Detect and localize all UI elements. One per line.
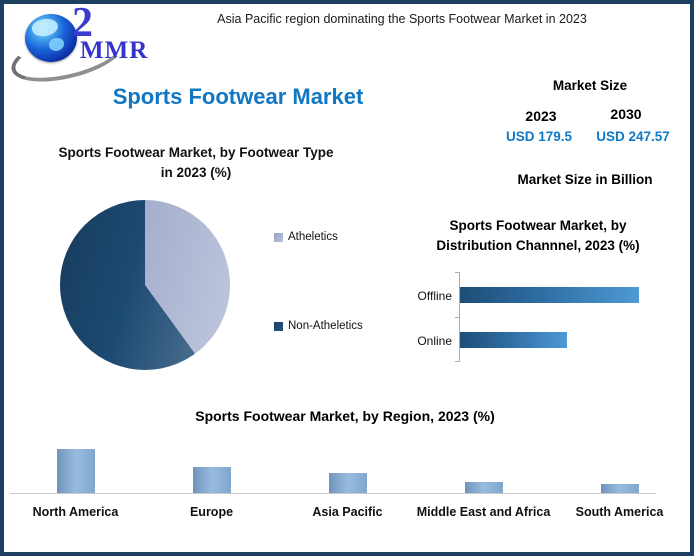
axis-tick xyxy=(455,361,460,362)
region-bar xyxy=(56,449,95,493)
legend-item-non-atheletics: Non-Atheletics xyxy=(274,320,363,332)
region-bar xyxy=(600,483,639,493)
legend-item-atheletics: Atheletics xyxy=(274,231,338,243)
region-label-north-america: North America xyxy=(32,505,119,519)
distribution-chart-title-line2: Distribution Channnel, 2023 (%) xyxy=(436,237,640,253)
region-label-middle-east-africa: Middle East and Africa xyxy=(416,505,551,519)
legend-label-non-atheletics: Non-Atheletics xyxy=(288,320,363,332)
region-chart-baseline xyxy=(10,493,656,494)
legend-label-atheletics: Atheletics xyxy=(288,231,338,243)
region-label-south-america: South America xyxy=(575,505,664,519)
globe-icon xyxy=(25,14,77,62)
bar-label-online: Online xyxy=(417,334,452,348)
page-title: Sports Footwear Market xyxy=(112,84,364,109)
banner-headline: Asia Pacific region dominating the Sport… xyxy=(217,12,587,26)
market-size-year-2023: 2023 xyxy=(525,108,557,124)
bar-label-offline: Offline xyxy=(417,289,452,303)
axis-tick xyxy=(455,272,460,273)
pie-chart-title-line1: Sports Footwear Market, by Footwear Type xyxy=(58,145,334,160)
market-size-value-2030: USD 247.57 xyxy=(596,129,670,144)
axis-tick xyxy=(455,317,460,318)
market-size-year-2030: 2030 xyxy=(610,106,642,122)
bar-online xyxy=(460,332,567,348)
region-label-europe: Europe xyxy=(189,505,234,519)
mmr-logo: 2 MMR xyxy=(6,2,150,92)
footwear-type-pie-chart xyxy=(60,200,230,370)
distribution-chart-title-line1: Sports Footwear Market, by xyxy=(449,218,627,233)
region-bar xyxy=(328,472,367,493)
region-bar xyxy=(464,481,503,493)
market-size-unit-note: Market Size in Billion xyxy=(517,172,653,187)
region-label-asia-pacific: Asia Pacific xyxy=(312,505,383,519)
region-chart-title: Sports Footwear Market, by Region, 2023 … xyxy=(195,408,495,424)
bar-offline xyxy=(460,287,639,303)
legend-swatch-atheletics xyxy=(274,232,283,242)
market-size-heading: Market Size xyxy=(552,78,628,93)
pie-chart-title-line2: in 2023 (%) xyxy=(160,164,232,180)
region-bar xyxy=(192,466,231,493)
legend-swatch-non-atheletics xyxy=(274,321,283,331)
logo-text: MMR xyxy=(80,37,149,64)
market-size-value-2023: USD 179.5 xyxy=(505,129,573,144)
pie-chart-title: Sports Footwear Market, by Footwear Type… xyxy=(18,143,374,182)
distribution-chart-title: Sports Footwear Market, by Distribution … xyxy=(424,216,652,255)
logo-swirl-icon: 2 xyxy=(72,0,93,46)
